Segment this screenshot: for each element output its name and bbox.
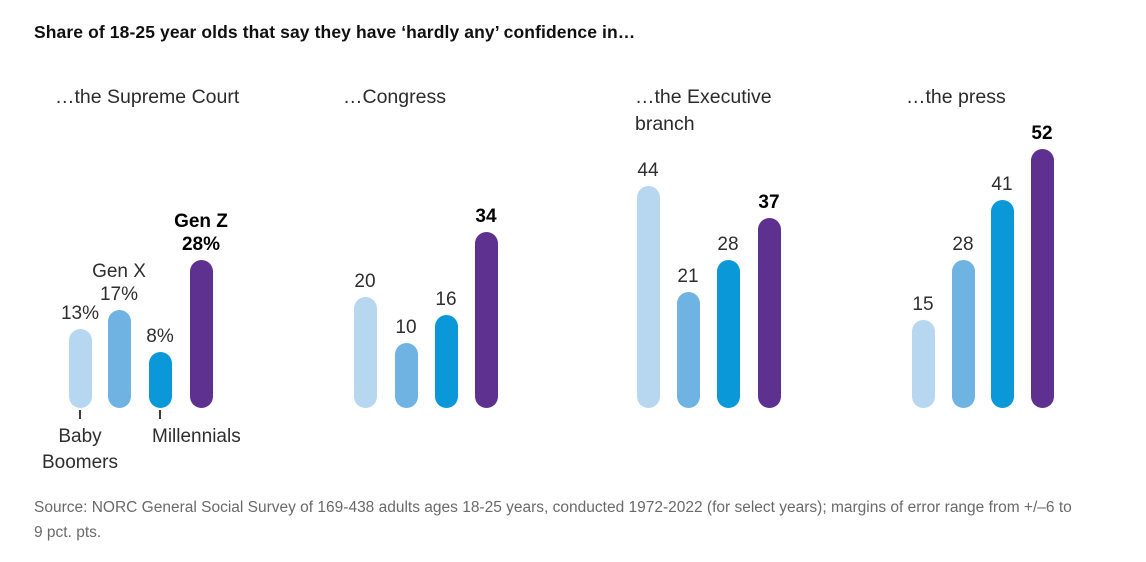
bar-gen-z xyxy=(189,260,213,408)
bar-label-stack: 28 xyxy=(717,233,738,256)
axis-category-label: Millennials xyxy=(152,426,241,447)
source-note: Source: NORC General Social Survey of 16… xyxy=(34,499,1072,541)
axis-category-label: Baby Boomers xyxy=(41,426,119,473)
panel-title-press: …the press xyxy=(906,86,1006,108)
bar-label-stack: 28 xyxy=(952,233,973,256)
bar-gen-x xyxy=(951,260,975,408)
bar-value-label: 52 xyxy=(1031,123,1053,144)
axis-tick xyxy=(159,410,161,419)
panel-title-supreme-court: …the Supreme Court xyxy=(55,86,240,108)
bar-value-label: 8% xyxy=(146,326,174,347)
bar-value-label: 17% xyxy=(99,284,139,305)
bar-value-label: 20 xyxy=(354,271,376,292)
bar-label-stack: 52 xyxy=(1031,122,1052,145)
bar-value-label: 44 xyxy=(637,160,659,181)
bar-label-stack: 13% xyxy=(61,302,99,325)
bar-gen-z xyxy=(757,218,781,408)
chart-title: Share of 18-25 year olds that say they h… xyxy=(34,22,636,42)
bar-category-label: Gen X xyxy=(92,261,146,282)
bar-label-stack: 41 xyxy=(991,173,1012,196)
bar-baby-boomers xyxy=(911,320,935,408)
bar-value-label: 28 xyxy=(952,234,974,255)
bar-value-label: 28 xyxy=(717,234,739,255)
bar-baby-boomers xyxy=(353,297,377,408)
bar-label-stack: Gen X 17% xyxy=(92,260,146,306)
bar-value-label: 41 xyxy=(991,174,1013,195)
bar-baby-boomers xyxy=(68,329,92,408)
panel-title-congress: …Congress xyxy=(343,86,446,108)
bar-label-stack: 10 xyxy=(395,316,416,339)
bar-category-label: Gen Z xyxy=(174,211,228,232)
bar-millennials xyxy=(434,315,458,408)
bar-gen-z xyxy=(474,232,498,408)
bar-millennials xyxy=(148,352,172,408)
bar-value-label: 15 xyxy=(912,294,934,315)
bar-label-stack: 37 xyxy=(758,191,779,214)
bar-label-stack: 16 xyxy=(435,288,456,311)
bar-gen-x xyxy=(107,310,131,408)
bar-label-stack: 21 xyxy=(677,265,698,288)
bar-baby-boomers xyxy=(636,186,660,408)
bar-label-stack: 8% xyxy=(146,325,173,348)
bar-label-stack: 34 xyxy=(475,205,496,228)
bar-value-label: 16 xyxy=(435,289,457,310)
bar-value-label: 34 xyxy=(475,206,497,227)
bar-value-label: 37 xyxy=(758,192,780,213)
bar-value-label: 13% xyxy=(60,303,100,324)
bar-label-stack: 15 xyxy=(912,293,933,316)
panel-title-executive-branch: …the Executive branch xyxy=(635,86,772,135)
bar-gen-z xyxy=(1030,149,1054,408)
bar-gen-x xyxy=(394,343,418,408)
bar-value-label: 21 xyxy=(677,266,699,287)
bar-label-stack: 44 xyxy=(637,159,658,182)
bar-value-label: 10 xyxy=(395,317,417,338)
axis-tick xyxy=(79,410,81,419)
bar-millennials xyxy=(716,260,740,408)
bar-millennials xyxy=(990,200,1014,408)
bar-label-stack: 20 xyxy=(354,270,375,293)
bar-gen-x xyxy=(676,292,700,408)
bar-value-label: 28% xyxy=(181,234,221,255)
bar-label-stack: Gen Z 28% xyxy=(174,210,228,256)
